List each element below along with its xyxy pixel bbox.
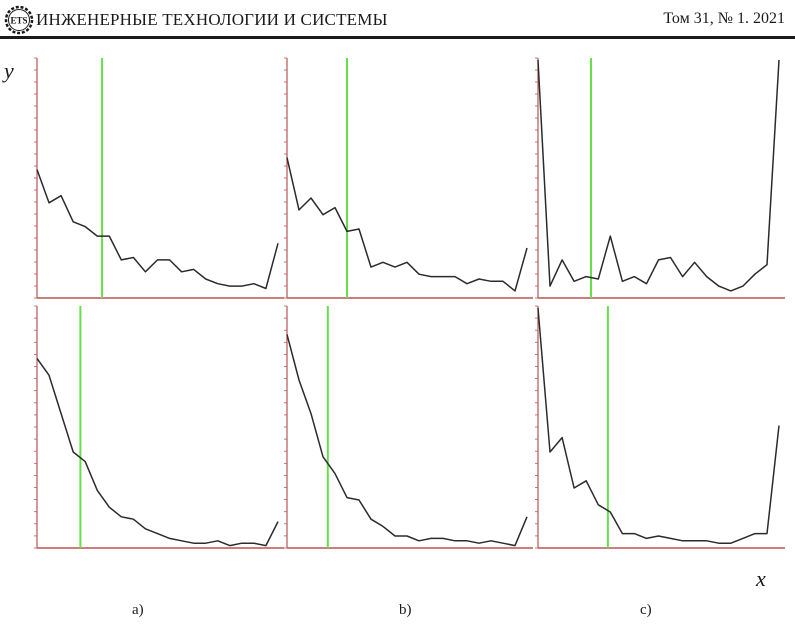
logo-text: ETS — [10, 16, 27, 26]
panel-a-top-data-line — [36, 169, 279, 290]
caption-c: c) — [640, 602, 652, 618]
caption-b: b) — [399, 602, 412, 618]
journal-logo-icon: ETS — [4, 5, 34, 35]
panel-c-top-data-line — [537, 59, 780, 292]
page-header: ETS ИНЖЕНЕРНЫЕ ТЕХНОЛОГИИ И СИСТЕМЫ Том … — [0, 0, 795, 40]
panel-a-bottom-data-line — [36, 357, 279, 547]
panel-c-bottom-data-line — [537, 307, 780, 544]
x-axis-label: x — [756, 566, 766, 591]
issue-info: Том 31, № 1. 2021 — [663, 10, 785, 27]
header-rule — [0, 36, 795, 39]
journal-title: ИНЖЕНЕРНЫЕ ТЕХНОЛОГИИ И СИСТЕМЫ — [36, 10, 388, 29]
panel-b-bottom-data-line — [286, 334, 528, 547]
panel-b-top-data-line — [286, 157, 528, 292]
y-axis-label: y — [4, 58, 14, 83]
caption-a: a) — [132, 602, 144, 618]
